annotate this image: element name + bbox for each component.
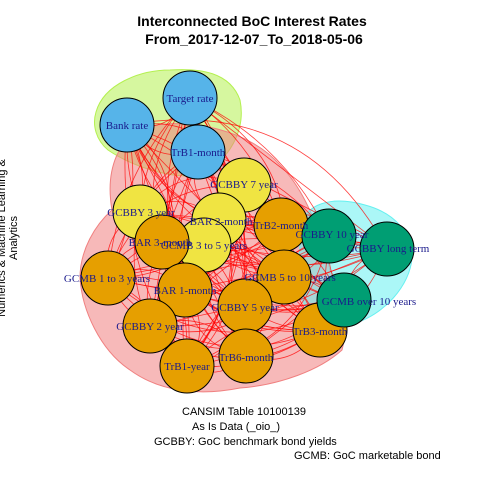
- node-label-bar_2: BAR 2-month: [190, 216, 253, 228]
- node-label-gcmb_1_3: GCMB 1 to 3 years: [64, 273, 150, 285]
- edge-bank_rate-gcbby_long: [126, 119, 388, 250]
- node-label-gcbby_3: GCBBY 3 year: [107, 207, 175, 219]
- edge-gcmb_1_3-trb3: [107, 277, 321, 347]
- node-gcbby_2[interactable]: [122, 298, 178, 354]
- node-target_rate[interactable]: [162, 70, 218, 126]
- caption-source: CANSIM Table 10100139: [182, 406, 306, 418]
- nodes: [80, 70, 415, 394]
- node-gcbby_10[interactable]: [301, 208, 357, 264]
- node-gcmb_5_10[interactable]: [256, 249, 312, 305]
- caption-data-type: As Is Data (_oio_): [192, 421, 281, 433]
- node-label-gcbby_10: GCBBY 10 year: [296, 229, 369, 241]
- caption-gcmb-legend: GCMB: GoC marketable bond: [294, 450, 441, 462]
- edge-target_rate-gcbby_long: [189, 97, 388, 250]
- node-label-gcbby_long: GCBBY long term: [347, 243, 430, 255]
- edge-target_rate-gcbby_2: [149, 97, 191, 327]
- node-trb6[interactable]: [218, 328, 274, 384]
- node-label-target_rate: Target rate: [167, 93, 214, 105]
- node-trb1_month[interactable]: [170, 124, 226, 180]
- diagram-date-range: From_2017-12-07_To_2018-05-06: [145, 31, 363, 47]
- node-label-bar_3: BAR 3-month: [129, 237, 192, 249]
- node-label-gcbby_7: GCBBY 7 year: [210, 179, 278, 191]
- node-label-trb2: TrB2-month: [254, 220, 309, 232]
- node-gcmb_1_3[interactable]: [80, 250, 136, 306]
- node-label-trb1_year: TrB1-year: [164, 361, 210, 373]
- node-label-trb6: TrB6-month: [219, 352, 274, 364]
- node-trb1_year[interactable]: [159, 338, 215, 394]
- caption-gcbby-legend: GCBBY: GoC benchmark bond yields: [154, 436, 337, 448]
- node-label-gcmb_5_10: GCMB 5 to 10 years: [244, 272, 336, 284]
- node-gcmb_over10[interactable]: [316, 272, 372, 328]
- node-label-bar_1: BAR 1-month: [154, 285, 217, 297]
- node-bank_rate[interactable]: [99, 97, 155, 153]
- node-label-gcmb_over10: GCMB over 10 years: [322, 296, 416, 308]
- node-label-trb1_month: TrB1-month: [171, 147, 226, 159]
- node-gcbby_long[interactable]: [359, 221, 415, 277]
- node-label-bank_rate: Bank rate: [106, 120, 149, 132]
- edge-gcbby_2-gcbby_long: [149, 248, 388, 327]
- edge-trb1_year-gcbby_10: [186, 235, 330, 367]
- node-bar_1[interactable]: [157, 262, 213, 318]
- diagram-title: Interconnected BoC Interest Rates: [137, 13, 367, 29]
- node-label-gcbby_5: GCBBY 5 year: [211, 302, 279, 314]
- node-bar_3[interactable]: [134, 214, 190, 270]
- node-label-gcbby_2: GCBBY 2 year: [116, 321, 184, 333]
- node-labels: Target rate Bank rate TrB1-month GCBBY 7 ye…: [64, 93, 430, 373]
- node-label-trb3: TrB3-month: [293, 326, 348, 338]
- node-label-gcmb_3_5: GCMB 3 to 5 years: [161, 240, 247, 252]
